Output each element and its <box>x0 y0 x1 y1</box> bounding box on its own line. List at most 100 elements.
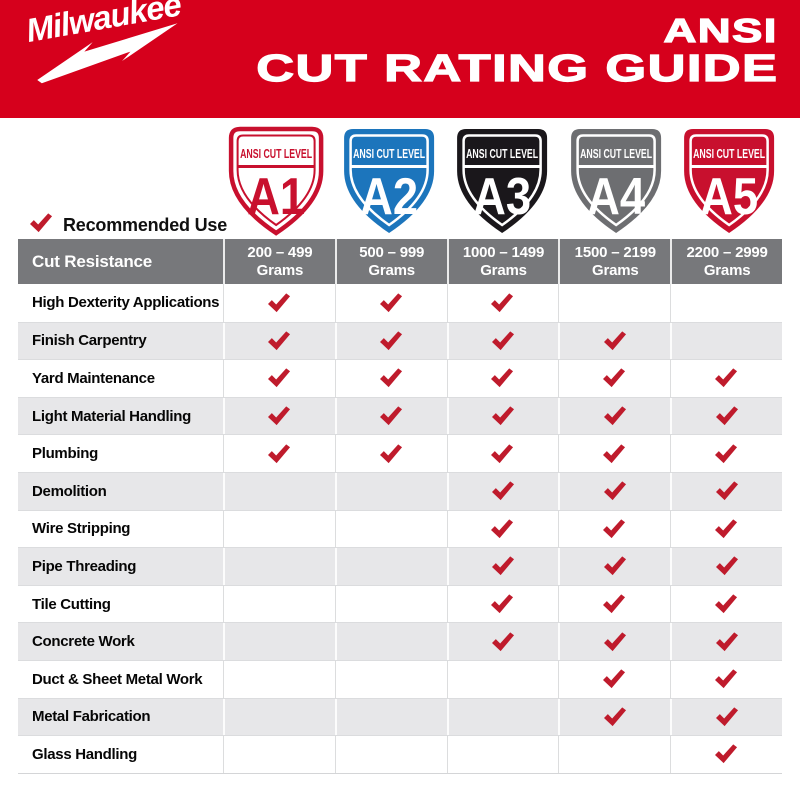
check-icon <box>30 213 53 233</box>
check-cell-a1 <box>223 510 335 548</box>
check-icon <box>491 632 515 651</box>
check-icon <box>715 632 738 651</box>
cut-level-shield-a4: ANSI CUT LEVEL A4 <box>563 126 669 238</box>
check-cell-a5 <box>670 322 782 360</box>
milwaukee-logo: Milwaukee® <box>23 0 204 86</box>
table-row: Metal Fabrication <box>18 697 782 736</box>
check-icon <box>603 368 626 388</box>
check-cell-a5 <box>670 548 782 585</box>
check-cell-a2 <box>334 360 447 397</box>
check-icon <box>491 368 514 388</box>
check-cell-a2 <box>334 284 447 322</box>
check-cell-a5 <box>670 360 782 397</box>
check-icon <box>603 444 626 463</box>
table-row: Plumbing <box>18 434 782 472</box>
check-cell-a2 <box>334 660 447 698</box>
check-cell-a3 <box>446 284 559 322</box>
cut-level-shield-a2: ANSI CUT LEVEL A2 <box>336 126 442 238</box>
check-icon <box>715 406 738 426</box>
svg-text:A3: A3 <box>474 168 532 226</box>
lightning-bolt-icon <box>37 23 178 84</box>
check-icon <box>491 444 514 463</box>
check-cell-a3 <box>446 397 559 435</box>
check-icon <box>715 481 738 501</box>
table-header-row: Cut Resistance 200 – 499 Grams 500 – 999 Gr… <box>18 239 782 284</box>
check-cell-a1 <box>223 284 335 322</box>
cut-level-shield-a3: ANSI CUT LEVEL A3 <box>449 126 555 238</box>
table-body: High Dexterity Applications Finish Carpe… <box>18 284 782 774</box>
check-cell-a1 <box>223 698 335 736</box>
check-icon <box>491 519 514 538</box>
check-cell-a3 <box>446 736 559 773</box>
cut-level-shield-a1: ANSI CUT LEVEL A1 <box>223 126 329 238</box>
table-row: Yard Maintenance <box>18 359 782 397</box>
cut-level-shields: ANSI CUT LEVEL A1 ANSI CUT LEVEL A2 ANSI… <box>223 126 782 238</box>
row-label: Concrete Work <box>32 633 135 651</box>
svg-text:A2: A2 <box>360 168 418 226</box>
check-icon <box>715 519 738 538</box>
check-cell-a3 <box>446 510 559 548</box>
check-cell-a4 <box>558 660 670 698</box>
check-cell-a2 <box>334 510 447 548</box>
svg-text:ANSI CUT LEVEL: ANSI CUT LEVEL <box>693 146 765 161</box>
check-cell-a3 <box>446 698 559 736</box>
check-cell-a4 <box>558 284 670 322</box>
column-header-a2: 500 – 999 Grams <box>334 239 447 284</box>
row-label: Wire Stripping <box>32 520 131 538</box>
row-label: Glass Handling <box>32 745 137 763</box>
table-row: Pipe Threading <box>18 547 782 585</box>
table-row: Concrete Work <box>18 622 782 660</box>
svg-text:ANSI CUT LEVEL: ANSI CUT LEVEL <box>467 146 539 161</box>
check-cell-a4 <box>558 397 670 435</box>
check-icon <box>715 368 738 388</box>
check-cell-a1 <box>223 660 335 698</box>
row-label: Finish Carpentry <box>32 332 147 350</box>
table-row: Duct & Sheet Metal Work <box>18 659 782 698</box>
cut-resistance-table: Cut Resistance 200 – 499 Grams 500 – 999 Gr… <box>18 239 782 774</box>
check-cell-a2 <box>334 472 447 510</box>
row-label: Pipe Threading <box>32 557 137 575</box>
check-cell-a1 <box>223 322 335 360</box>
check-icon <box>267 293 290 312</box>
check-icon <box>380 331 403 350</box>
check-cell-a4 <box>558 736 670 773</box>
check-cell-a4 <box>558 623 670 660</box>
check-cell-a4 <box>558 360 670 397</box>
check-icon <box>268 406 291 426</box>
row-label: Tile Cutting <box>32 595 111 613</box>
check-cell-a5 <box>670 510 782 548</box>
check-icon <box>603 519 626 538</box>
check-icon <box>715 669 738 689</box>
column-header-a1: 200 – 499 Grams <box>223 239 335 284</box>
svg-text:ANSI CUT LEVEL: ANSI CUT LEVEL <box>353 146 425 161</box>
svg-text:A4: A4 <box>587 168 645 226</box>
check-cell-a2 <box>334 322 447 360</box>
check-cell-a3 <box>446 360 559 397</box>
check-cell-a1 <box>223 548 335 585</box>
row-label: Duct & Sheet Metal Work <box>32 670 203 688</box>
check-icon <box>603 707 626 726</box>
check-icon <box>380 406 403 426</box>
check-cell-a3 <box>446 660 559 698</box>
check-cell-a4 <box>558 435 670 472</box>
check-cell-a3 <box>446 548 559 585</box>
svg-text:ANSI CUT LEVEL: ANSI CUT LEVEL <box>580 146 652 161</box>
table-row: Tile Cutting <box>18 584 782 623</box>
table-row: Wire Stripping <box>18 509 782 548</box>
check-cell-a5 <box>670 397 782 435</box>
check-icon <box>715 744 738 764</box>
check-cell-a3 <box>446 585 559 623</box>
page-title: ANSI CUT RATING GUIDE <box>255 13 778 90</box>
title-line-cut-rating-guide: CUT RATING GUIDE <box>255 48 778 91</box>
recommended-use-legend: Recommended Use <box>30 213 227 238</box>
check-icon <box>603 331 626 350</box>
check-cell-a5 <box>670 660 782 698</box>
check-icon <box>267 368 290 388</box>
check-cell-a4 <box>558 510 670 548</box>
check-cell-a1 <box>223 397 335 435</box>
check-cell-a1 <box>223 585 335 623</box>
check-cell-a1 <box>223 736 335 773</box>
check-cell-a4 <box>558 585 670 623</box>
row-label: Light Material Handling <box>32 407 191 425</box>
table-row: Demolition <box>18 471 782 510</box>
